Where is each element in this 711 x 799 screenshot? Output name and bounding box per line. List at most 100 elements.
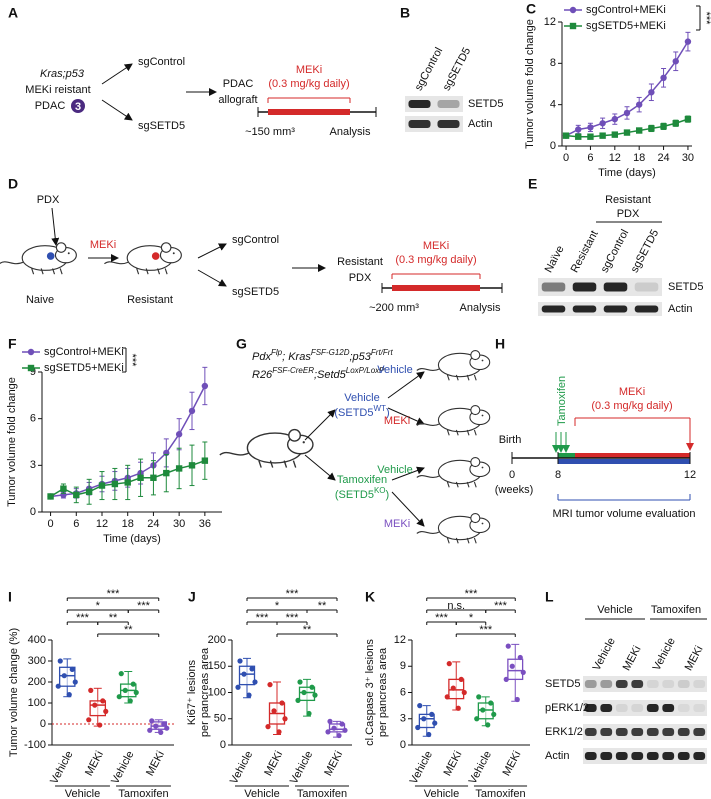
blot-band [693,680,706,688]
data-point [342,727,348,733]
mouse-ear [470,457,481,468]
data-point [415,724,421,731]
mouse-leg [466,374,470,381]
significance: *** [126,354,138,368]
lane-label: sgSETD5 [441,46,474,93]
mouse-ear [470,350,481,361]
mouse-tail [219,451,251,456]
arrow [101,99,133,121]
arrow [391,466,425,481]
data-point [514,696,520,703]
text-part: Pdx [252,351,271,363]
mouse-leg [283,460,288,468]
marker [137,474,144,481]
marker [85,488,93,495]
treatment-bar [575,453,690,458]
data-point [122,687,128,694]
arrow [304,454,336,481]
mouse-leg [466,537,470,544]
marker [201,457,209,464]
marker [623,109,631,117]
mouse-leg [145,268,149,275]
diagram-text: (0.3 mg/kg daily) [268,78,349,90]
mouse-icon [416,457,491,488]
data-point [164,725,170,731]
row-label: pERK1/2 [545,702,589,714]
mouse-leg [40,268,44,275]
legend-label: sgControl+MEKi [586,4,666,16]
y-tick-label: 6 [30,413,36,425]
significance: *** [107,588,121,600]
treatment-bar [268,109,350,115]
significance: ** [124,624,133,636]
data-point [327,718,333,724]
legend-label: sgSETD5+MEKi [586,20,666,32]
lane-label: Vehicle [651,636,678,673]
tumor-dot [46,252,55,260]
blot-band [603,305,628,313]
panel-label: D [8,176,18,192]
blot-band [584,728,597,736]
significance: ** [109,612,118,624]
y-tick-label: 400 [28,634,46,646]
lane-label: sgControl [599,228,632,275]
x-tick-label: 24 [657,152,669,164]
blot-band [615,752,628,760]
significance: * [96,600,101,612]
x-axis-label: Time (days) [103,533,161,545]
group-label: (SETD5KO) [335,486,389,501]
marker [575,133,582,140]
blot-band [662,728,675,736]
data-point [295,697,301,703]
mouse-leg [59,268,63,275]
y-tick-label: 50 [214,713,226,725]
diagram-text: MRI tumor volume evaluation [552,508,695,520]
lane-label: Resistant [569,229,601,275]
marker [175,465,183,472]
mouse-leg [446,481,450,488]
data-point [301,689,307,696]
significance: *** [137,600,151,612]
row-label: SETD5 [545,678,580,690]
data-point [97,722,103,728]
blot-band [631,704,644,712]
group-label: Tamoxifen [297,788,347,799]
marker [672,58,679,65]
data-point [520,669,526,675]
tick-label: 8 [555,469,561,481]
box [448,678,465,700]
data-point [153,723,159,729]
blot-band [662,752,675,760]
mouse-leg [473,537,477,544]
marker [611,115,619,123]
data-point [455,705,461,711]
data-point [309,684,315,690]
mouse-eye [481,414,484,417]
data-point [116,694,122,700]
row-label: SETD5 [468,98,503,110]
blot [538,278,662,296]
marker [635,101,643,108]
mouse-leg [455,374,459,381]
marker [124,479,131,486]
panel-label: J [188,589,196,605]
marker [648,89,655,96]
diagram-text: Kras;p53 [40,68,85,80]
group-label: Tamoxifen [651,604,701,616]
x-tick-label: 18 [122,518,134,530]
y-tick-label: 100 [208,686,226,698]
text-part: ;p53 [350,351,372,363]
diagram-text: PDX [37,194,60,206]
marker [611,131,619,138]
data-point [92,702,98,708]
y-tick-label: 12 [544,16,556,28]
data-point [503,676,509,682]
panel-label: G [236,336,247,352]
blot-band [634,282,659,292]
y-tick-label: 12 [394,634,406,646]
mouse-icon [219,428,314,468]
data-point [450,685,456,691]
x-tick-label: Vehicle [109,749,136,786]
blot-band [693,704,706,712]
